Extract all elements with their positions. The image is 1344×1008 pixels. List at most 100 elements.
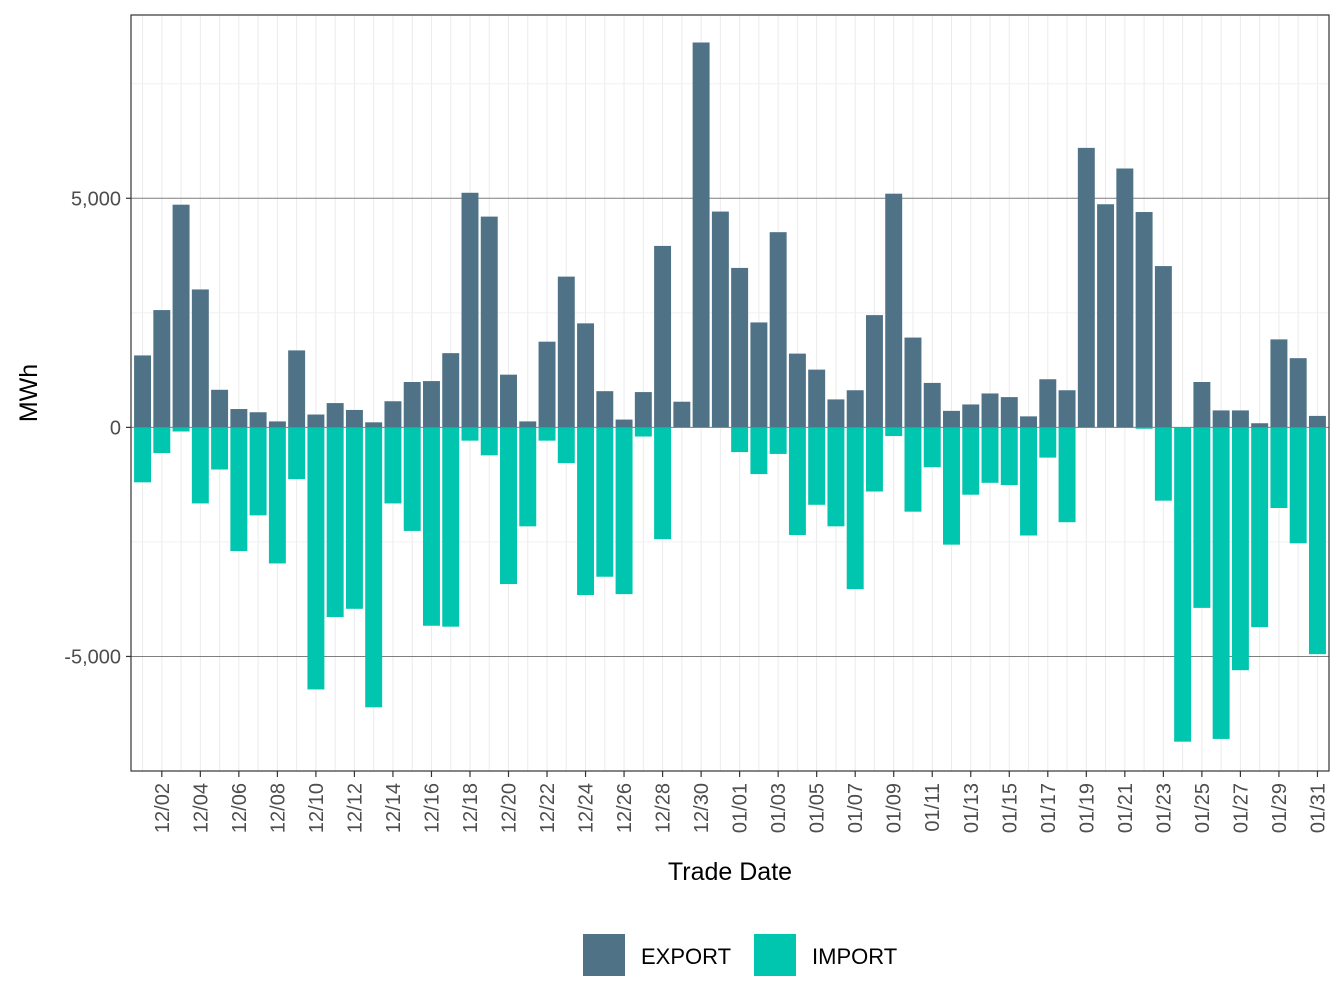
- x-tick-label: 12/22: [537, 783, 559, 833]
- bar-import: [943, 427, 960, 545]
- bar-export: [442, 353, 460, 428]
- x-tick-label: 12/04: [190, 783, 212, 833]
- bar-export: [1231, 410, 1249, 428]
- bar-import: [1193, 427, 1211, 608]
- x-tick-label: 01/01: [730, 783, 752, 833]
- bar-export: [962, 404, 980, 428]
- bar-import: [1058, 427, 1076, 523]
- bar-export: [943, 410, 960, 428]
- bar-export: [288, 350, 306, 428]
- x-tick-label: 01/21: [1115, 783, 1137, 833]
- panel-border: [130, 14, 1330, 772]
- y-tick-label: -5,000: [64, 646, 121, 668]
- bar-export: [1000, 397, 1018, 428]
- bar-export: [923, 382, 941, 428]
- bar-import: [422, 427, 440, 626]
- bar-import: [885, 427, 903, 437]
- x-tick-label: 01/31: [1307, 783, 1329, 833]
- bar-import: [519, 427, 537, 527]
- bar-import: [1231, 427, 1249, 671]
- bar-export: [1097, 204, 1115, 428]
- bar-import: [365, 427, 383, 708]
- bar-export: [519, 421, 537, 428]
- x-axis-title: Trade Date: [668, 858, 792, 886]
- bar-import: [1000, 427, 1018, 486]
- bar-export: [557, 276, 575, 428]
- bar-export: [731, 267, 749, 428]
- bar-import: [769, 427, 787, 454]
- bar-export: [211, 389, 229, 428]
- bar-export: [403, 382, 421, 428]
- bar-import: [461, 427, 479, 441]
- bar-export: [326, 403, 344, 428]
- bar-import: [1020, 427, 1038, 536]
- x-tick-label: 12/20: [499, 783, 521, 833]
- bar-export: [711, 211, 729, 428]
- bar-import: [596, 427, 614, 577]
- bar-export: [249, 412, 267, 428]
- grid-minor: [131, 15, 1329, 772]
- bar-export: [1212, 410, 1230, 428]
- bar-export: [827, 399, 845, 428]
- bar-export: [750, 322, 768, 428]
- legend-key-import: [754, 934, 796, 976]
- bar-import: [1270, 427, 1288, 508]
- bar-import: [615, 427, 633, 595]
- bar-import: [1174, 427, 1192, 742]
- bar-import: [634, 427, 652, 437]
- x-tick-label: 01/25: [1192, 783, 1214, 833]
- x-tick-label: 12/02: [152, 783, 174, 833]
- bar-export: [1058, 390, 1076, 428]
- y-tick-label: 0: [110, 417, 121, 439]
- x-tick-label: 01/15: [999, 783, 1021, 833]
- x-tick-label: 01/09: [884, 783, 906, 833]
- bar-export: [865, 315, 883, 428]
- bar-import: [480, 427, 498, 456]
- x-tick-label: 12/16: [421, 783, 443, 833]
- x-tick-label: 12/18: [460, 783, 482, 833]
- bar-import: [1212, 427, 1230, 739]
- bar-export: [345, 409, 363, 428]
- bar-import: [846, 427, 864, 590]
- bar-export: [1077, 147, 1095, 428]
- bar-export: [885, 193, 903, 428]
- bar-export: [1270, 339, 1288, 428]
- x-tick-label: 12/12: [344, 783, 366, 833]
- bar-export: [1154, 266, 1172, 428]
- bar-export: [365, 422, 383, 428]
- bar-export: [268, 421, 286, 428]
- bar-import: [538, 427, 556, 441]
- x-tick-label: 01/29: [1269, 783, 1291, 833]
- bar-export: [134, 355, 152, 428]
- legend-label-import: IMPORT: [812, 944, 897, 969]
- bar-export: [1251, 423, 1269, 428]
- bar-export: [422, 381, 440, 428]
- bar-import: [1251, 427, 1269, 628]
- bar-export: [1135, 212, 1153, 428]
- bar-export: [1193, 382, 1211, 428]
- bar-export: [654, 245, 672, 428]
- bar-import: [788, 427, 806, 536]
- bar-export: [307, 414, 325, 428]
- bar-import: [288, 427, 306, 480]
- bar-import: [904, 427, 922, 512]
- bar-export: [596, 391, 614, 428]
- bar-import: [172, 427, 190, 432]
- legend: EXPORT IMPORT: [583, 934, 897, 976]
- bar-export: [500, 374, 517, 428]
- bar-import: [345, 427, 363, 609]
- x-tick-label: 12/26: [614, 783, 636, 833]
- bar-export: [673, 401, 691, 428]
- bar-import: [750, 427, 768, 475]
- x-axis: 12/02 12/04 12/06 12/08 12/10 12/12 12/14 12/16…: [152, 771, 1329, 833]
- x-tick-label: 12/08: [267, 783, 289, 833]
- legend-key-export: [583, 934, 625, 976]
- bar-export: [230, 409, 248, 428]
- bar-import: [326, 427, 344, 618]
- y-axis-title: MWh: [15, 364, 43, 422]
- bar-import: [923, 427, 941, 468]
- bar-export: [904, 337, 922, 428]
- x-tick-label: 12/14: [383, 783, 405, 833]
